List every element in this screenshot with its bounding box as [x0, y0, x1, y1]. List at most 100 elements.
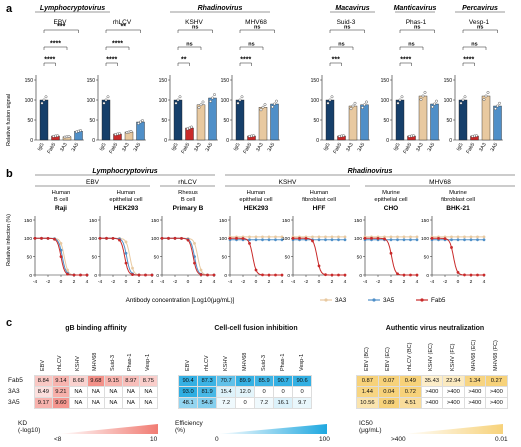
sig-bracket	[462, 46, 487, 50]
sig-label: ns	[338, 42, 344, 48]
x-tick-label: 2	[403, 279, 406, 285]
point-3A5	[476, 238, 479, 242]
point-3A5	[396, 238, 399, 242]
y-tick-label: 150	[151, 218, 159, 224]
y-tick-label: 150	[354, 218, 362, 224]
point-3A3	[280, 235, 284, 239]
genus-header: Macavirus	[335, 5, 369, 12]
y-tick-label: 100	[311, 98, 320, 104]
point-Fab5	[59, 255, 63, 259]
point-3A3	[267, 235, 271, 239]
x-tick-label: -2	[443, 279, 448, 285]
x-tick-label: 3A5	[133, 142, 143, 153]
point-3A3	[311, 235, 314, 239]
affinity-title: gB binding affinity	[65, 325, 127, 332]
data-point	[137, 122, 140, 125]
y-tick-label: 150	[89, 218, 97, 224]
point-Fab5	[337, 273, 340, 277]
point-Fab5	[46, 236, 50, 240]
x-tick-label: 4	[213, 279, 216, 285]
heatmap-cell: 9.60	[51, 397, 71, 410]
point-Fab5	[383, 237, 386, 241]
x-tick-label: 3A5	[267, 142, 277, 153]
bar	[270, 103, 279, 141]
cell-type: Human	[310, 190, 329, 196]
virus-name: Phas-1	[406, 19, 427, 26]
data-point	[252, 134, 255, 138]
point-Fab5	[72, 273, 76, 277]
heatmap-cell: 16.1	[273, 397, 294, 410]
y-tick-label: 150	[159, 78, 168, 84]
point-3A5	[337, 238, 340, 242]
y-tick-label: 150	[219, 218, 227, 224]
x-tick-label: -2	[304, 279, 309, 285]
point-3A5	[389, 238, 393, 242]
x-tick-label: IgG	[456, 142, 465, 152]
x-tick-label: 3A3	[193, 142, 203, 153]
bar	[208, 97, 217, 141]
panel-c: c gB binding affinity Cell-cell fusion i…	[0, 315, 521, 447]
data-point	[463, 95, 467, 99]
data-point	[435, 99, 438, 103]
y-tick-label: 50	[313, 118, 319, 124]
x-tick-label: Fab5	[465, 142, 476, 155]
point-3A3	[409, 235, 412, 239]
panel-b-xlabel: Antibody concentration [Log10(μg/mL)]	[126, 297, 235, 304]
bar	[39, 99, 49, 141]
x-tick-label: IgG	[393, 142, 402, 152]
data-point	[273, 102, 276, 106]
y-tick-label: 50	[424, 254, 430, 260]
y-tick-label: 100	[282, 236, 290, 242]
sig-label: ****	[240, 57, 251, 64]
y-tick-label: 0	[426, 273, 429, 279]
y-tick-label: 0	[156, 273, 159, 279]
data-point	[363, 103, 366, 107]
point-Fab5	[53, 237, 56, 241]
x-tick-label: -4	[33, 279, 38, 285]
point-Fab5	[33, 236, 37, 240]
point-Fab5	[280, 273, 284, 277]
point-Fab5	[235, 236, 238, 240]
data-point	[398, 98, 402, 102]
x-tick-label: 4	[344, 279, 347, 285]
sig-label: ns	[254, 25, 260, 31]
data-point	[141, 119, 144, 122]
x-tick-label: Fab5	[332, 142, 343, 155]
point-Fab5	[173, 236, 177, 240]
curve-3A5	[162, 237, 214, 276]
x-tick-label: 2	[138, 279, 141, 285]
y-tick-label: 150	[421, 218, 429, 224]
point-Fab5	[150, 273, 154, 277]
col-header: MHV68 (EC)	[471, 339, 478, 371]
y-tick-label: 150	[444, 78, 453, 84]
fusion-title: Cell-cell fusion inhibition	[214, 325, 298, 332]
sig-label: ****	[44, 57, 55, 64]
x-tick-label: 4	[151, 279, 154, 285]
data-point	[330, 95, 334, 99]
point-Fab5	[330, 273, 334, 277]
y-tick-label: 150	[381, 78, 390, 84]
point-3A3	[324, 235, 327, 239]
curve-3A5	[100, 237, 152, 276]
y-tick-label: 0	[449, 138, 452, 144]
point-3A5	[409, 238, 412, 242]
x-tick-label: 4	[281, 279, 284, 285]
x-tick-label: 2	[73, 279, 76, 285]
data-point	[482, 98, 486, 101]
y-tick-label: 100	[421, 236, 429, 242]
x-tick-label: 0	[255, 279, 258, 285]
point-Fab5	[304, 237, 308, 240]
cell-type: Human	[247, 190, 266, 196]
point-Fab5	[450, 246, 453, 249]
x-tick-label: 3A3	[345, 142, 355, 153]
y-tick-label: 0	[226, 138, 229, 144]
x-tick-label: 3A3	[478, 142, 488, 153]
panel-a-label: a	[6, 3, 13, 15]
sig-label: ****	[106, 57, 117, 64]
sig-label: ***	[57, 24, 65, 31]
y-tick-label: 0	[287, 273, 290, 279]
data-point	[484, 94, 488, 98]
